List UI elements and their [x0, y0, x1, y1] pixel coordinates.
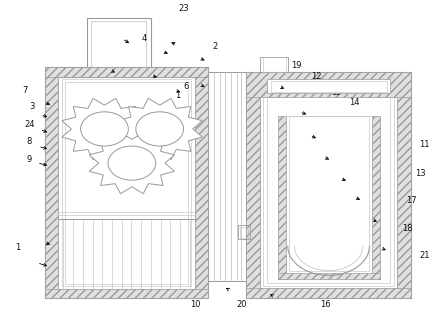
Text: 11: 11	[420, 140, 430, 149]
Text: 20: 20	[236, 300, 247, 309]
Bar	[238, 225, 250, 239]
Bar	[58, 77, 195, 289]
Text: 21: 21	[420, 251, 430, 260]
Text: 9: 9	[27, 155, 32, 163]
Bar	[246, 72, 412, 298]
Text: 1: 1	[15, 243, 20, 252]
Text: 17: 17	[406, 196, 417, 205]
Text: 2: 2	[212, 42, 218, 51]
Polygon shape	[117, 98, 202, 160]
Bar	[264, 87, 394, 286]
Circle shape	[108, 146, 155, 180]
Bar	[278, 273, 380, 279]
Text: 1: 1	[175, 91, 180, 100]
Text: 8: 8	[27, 137, 32, 146]
Bar	[208, 72, 246, 281]
Bar	[267, 79, 390, 93]
Bar	[45, 67, 58, 298]
Text: 13: 13	[415, 169, 426, 178]
Text: 3: 3	[29, 102, 34, 111]
Text: 19: 19	[291, 61, 302, 70]
Text: 16: 16	[320, 300, 330, 308]
Bar	[62, 79, 191, 286]
Bar	[45, 289, 208, 298]
Text: 23: 23	[179, 4, 189, 13]
Bar	[246, 72, 412, 97]
Bar	[267, 87, 390, 283]
Bar	[91, 21, 147, 73]
Bar	[246, 72, 260, 298]
Text: 14: 14	[349, 98, 359, 107]
Bar	[372, 116, 380, 279]
Text: 7: 7	[22, 86, 27, 95]
Text: 18: 18	[402, 224, 412, 232]
Bar	[286, 116, 372, 273]
Bar	[260, 57, 288, 72]
Bar	[195, 67, 208, 298]
Bar	[65, 82, 188, 284]
Bar	[246, 288, 412, 298]
Text: 10: 10	[190, 300, 200, 309]
Bar	[240, 227, 248, 238]
Bar	[397, 72, 412, 298]
Bar	[271, 81, 387, 92]
Circle shape	[81, 112, 128, 146]
Bar	[45, 67, 208, 77]
Bar	[260, 87, 397, 288]
Text: 6: 6	[183, 82, 189, 91]
Polygon shape	[62, 98, 147, 160]
Polygon shape	[89, 133, 175, 194]
Text: 4: 4	[142, 34, 147, 43]
Text: 15: 15	[331, 88, 342, 97]
Bar	[45, 67, 208, 298]
Circle shape	[136, 112, 183, 146]
Text: 24: 24	[24, 120, 35, 129]
Bar	[263, 57, 286, 72]
Bar	[87, 18, 151, 77]
Bar	[289, 116, 369, 271]
Bar	[278, 116, 286, 279]
Text: 12: 12	[311, 72, 322, 81]
